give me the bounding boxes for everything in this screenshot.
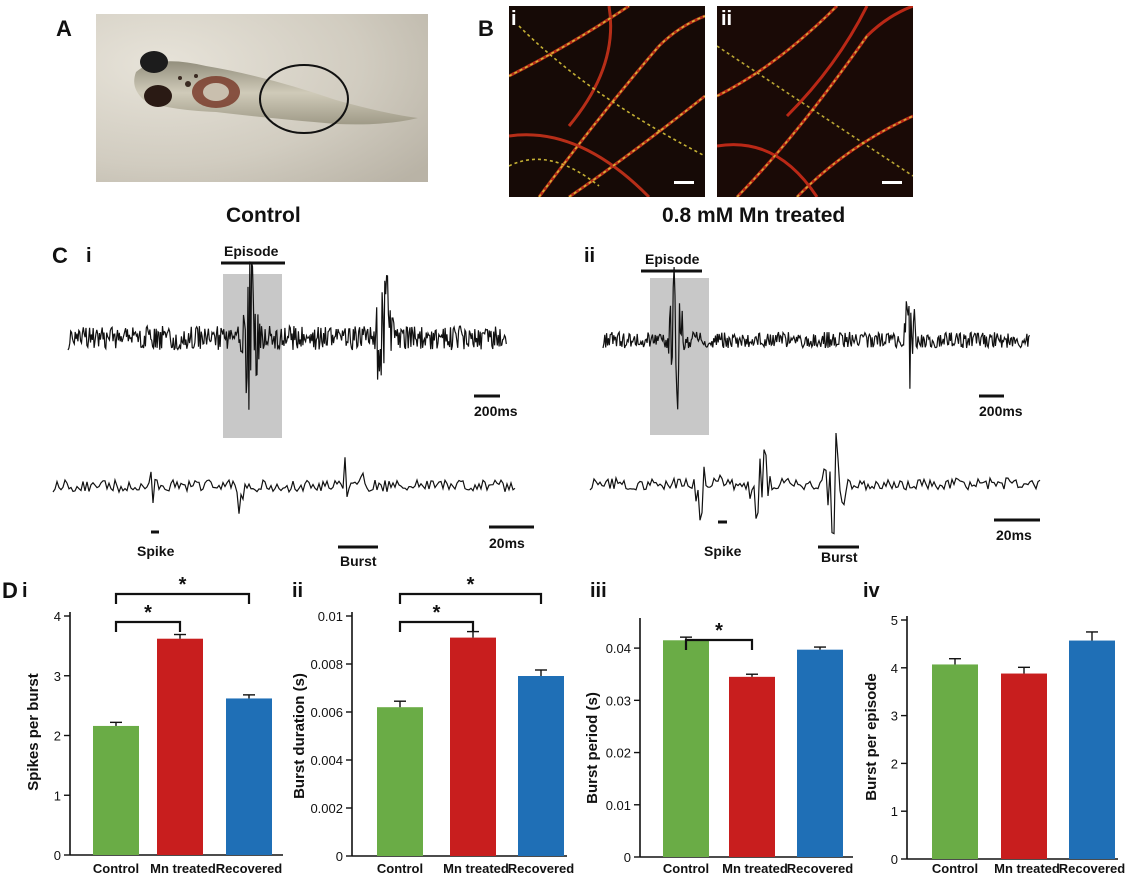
category-label: Recovered: [1059, 861, 1126, 876]
scale-20ms-control: 20ms: [489, 535, 525, 551]
confocal-image-control: i: [508, 4, 706, 199]
panel-label-a: A: [56, 16, 72, 41]
y-tick-label: 0.002: [310, 801, 343, 816]
bar: [226, 698, 272, 855]
category-label: Control: [663, 861, 709, 876]
significance-star: *: [179, 574, 187, 596]
significance-bracket: [398, 620, 475, 632]
category-label: Mn treated: [994, 861, 1060, 876]
bar: [663, 640, 709, 857]
significance-star: *: [715, 620, 723, 642]
category-label: Mn treated: [150, 861, 216, 876]
scale-200ms-mn: 200ms: [979, 403, 1023, 419]
panel-label-c: C: [52, 243, 68, 268]
y-axis-label: Burst duration (s): [291, 673, 308, 799]
category-label: Recovered: [216, 861, 283, 876]
y-tick-label: 0.04: [606, 641, 631, 656]
significance-bracket: [114, 592, 251, 604]
category-label: Mn treated: [443, 861, 509, 876]
significance-bracket: [114, 620, 182, 632]
significance-star: *: [467, 574, 475, 596]
panel-label-c-ii: ii: [584, 245, 596, 267]
y-tick-label: 1: [891, 804, 898, 819]
y-tick-label: 2: [891, 756, 898, 771]
bar: [157, 638, 203, 855]
y-tick-label: 1: [54, 788, 61, 803]
y-axis-label: Burst period (s): [584, 692, 601, 804]
y-tick-label: 0: [336, 849, 343, 864]
y-tick-label: 0.004: [310, 753, 343, 768]
bar: [377, 707, 423, 856]
electrophysiology-traces: [52, 261, 1041, 549]
category-label: Mn treated: [722, 861, 788, 876]
y-tick-label: 0.02: [606, 746, 631, 761]
mn-treated-heading: 0.8 mM Mn treated: [662, 204, 846, 227]
trace-mn-zoom: [589, 432, 1041, 535]
trace-mn-long: [602, 266, 1031, 410]
panel-label-d-iii: iii: [590, 580, 607, 602]
panel-label-c-i: i: [86, 245, 92, 267]
bar: [729, 676, 775, 857]
y-tick-label: 0.01: [318, 609, 343, 624]
bar: [797, 649, 843, 857]
y-tick-label: 3: [54, 669, 61, 684]
control-heading: Control: [226, 204, 301, 227]
spike-label-mn: Spike: [704, 543, 742, 559]
panel-label-d-ii: ii: [292, 580, 304, 602]
y-tick-label: 0: [891, 852, 898, 867]
panel-label-b: B: [478, 16, 494, 41]
burst-label-control: Burst: [340, 553, 377, 569]
y-tick-label: 0.008: [310, 657, 343, 672]
scale-200ms-control: 200ms: [474, 403, 518, 419]
bar: [932, 664, 978, 859]
panel-label-d: D: [2, 578, 18, 603]
y-tick-label: 5: [891, 613, 898, 628]
bar: [450, 637, 496, 856]
bar: [93, 725, 139, 855]
episode-label-mn: Episode: [645, 251, 700, 267]
panel-label-b-ii: ii: [721, 8, 733, 30]
significance-bracket: [684, 638, 754, 650]
y-tick-label: 0.01: [606, 798, 631, 813]
trace-control-long: [67, 261, 507, 410]
episode-label-control: Episode: [224, 243, 279, 259]
y-tick-label: 0: [54, 848, 61, 863]
y-tick-label: 4: [891, 661, 898, 676]
y-axis-label: Spikes per burst: [25, 673, 42, 791]
panel-label-d-i: i: [22, 580, 28, 602]
category-label: Control: [93, 861, 139, 876]
y-tick-label: 0.03: [606, 693, 631, 708]
y-tick-label: 2: [54, 729, 61, 744]
spike-label-control: Spike: [137, 543, 175, 559]
zebrafish-larva-photo: [96, 14, 428, 182]
confocal-image-mn-treated: ii: [716, 4, 914, 199]
episode-highlight-control: [223, 274, 282, 438]
significance-star: *: [433, 602, 441, 624]
panel-label-d-iv: iv: [863, 580, 880, 602]
bar: [1001, 673, 1047, 859]
trace-control-zoom: [52, 457, 516, 514]
y-axis-label: Burst per episode: [863, 673, 880, 801]
bar: [518, 676, 564, 856]
y-tick-label: 0.006: [310, 705, 343, 720]
panel-label-b-i: i: [511, 8, 517, 30]
significance-bracket: [398, 592, 543, 604]
significance-star: *: [144, 602, 152, 624]
scale-20ms-mn: 20ms: [996, 527, 1032, 543]
y-tick-label: 3: [891, 709, 898, 724]
burst-label-mn: Burst: [821, 549, 858, 565]
category-label: Recovered: [787, 861, 854, 876]
y-tick-label: 0: [624, 850, 631, 865]
y-tick-label: 4: [54, 609, 61, 624]
category-label: Control: [377, 861, 423, 876]
bar: [1069, 640, 1115, 859]
category-label: Recovered: [508, 861, 575, 876]
category-label: Control: [932, 861, 978, 876]
